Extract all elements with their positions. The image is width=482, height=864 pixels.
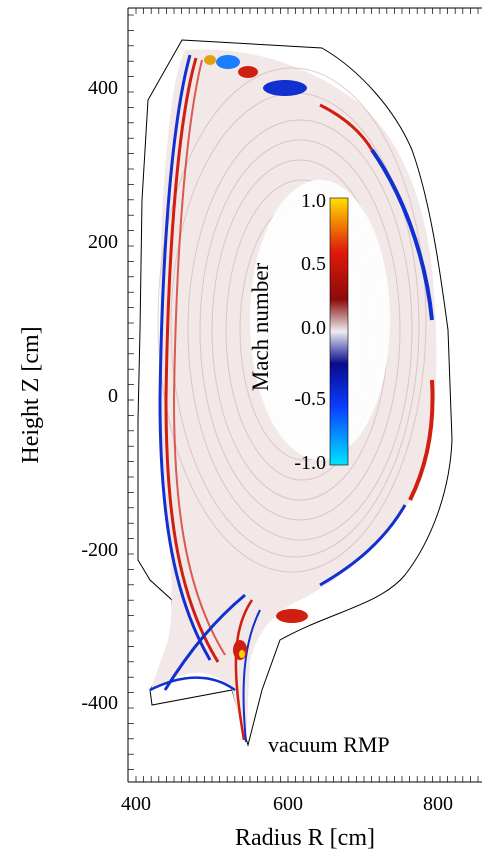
colorbar-tick-2: 0.5 xyxy=(301,253,326,275)
x-tick-label: 800 xyxy=(423,793,453,815)
colorbar-tick-1: 1.0 xyxy=(301,190,326,212)
x-axis: 400 600 800 Radius R [cm] xyxy=(121,793,453,851)
colorbar: 1.0 0.5 0.0 -0.5 -1.0 Mach number xyxy=(248,190,349,474)
colorbar-gradient xyxy=(329,197,349,466)
plasma-cross-section xyxy=(149,49,437,745)
x-tick-label: 600 xyxy=(273,793,303,815)
y-axis-label: Height Z [cm] xyxy=(18,326,44,463)
minor-ticks xyxy=(128,8,479,782)
colorbar-tick-5: -1.0 xyxy=(294,452,326,474)
first-wall-boundary xyxy=(137,39,453,747)
annotation-label: vacuum RMP xyxy=(268,732,390,757)
y-tick-label: 400 xyxy=(88,77,118,99)
x-tick-label: 400 xyxy=(121,793,151,815)
y-tick-label: 0 xyxy=(108,385,118,407)
y-axis: 400 200 0 -200 -400 Height Z [cm] xyxy=(18,77,118,714)
y-tick-label: -200 xyxy=(81,539,118,561)
colorbar-tick-3: 0.0 xyxy=(301,317,326,339)
x-axis-label: Radius R [cm] xyxy=(235,825,375,851)
plot-frame xyxy=(127,7,482,783)
colorbar-tick-4: -0.5 xyxy=(294,388,326,410)
colorbar-label: Mach number xyxy=(248,262,273,391)
y-tick-label: 200 xyxy=(88,231,118,253)
y-tick-label: -400 xyxy=(81,692,118,714)
